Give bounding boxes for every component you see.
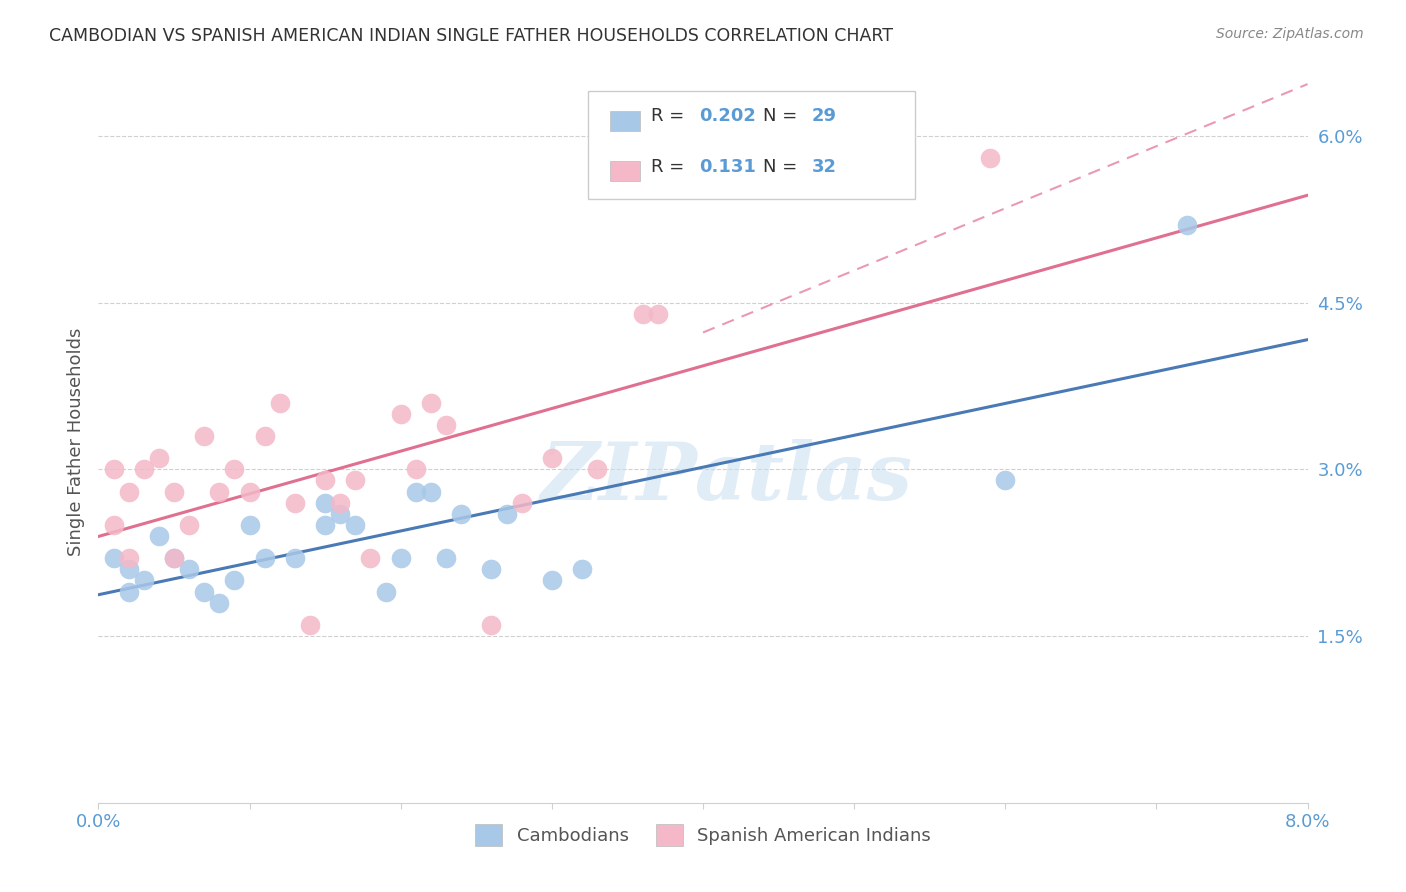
Point: [540, 451, 562, 466]
Point: [148, 451, 170, 466]
Point: [360, 551, 382, 566]
Point: [434, 417, 457, 432]
Y-axis label: Single Father Households: Single Father Households: [66, 327, 84, 556]
Point: [239, 484, 262, 499]
Point: [239, 517, 262, 532]
Point: [118, 562, 141, 576]
Point: [481, 618, 503, 632]
Point: [420, 395, 443, 409]
Point: [179, 562, 201, 576]
Point: [510, 496, 533, 510]
Point: [1175, 218, 1198, 232]
Point: [314, 474, 336, 488]
Text: Source: ZipAtlas.com: Source: ZipAtlas.com: [1216, 27, 1364, 41]
Text: 32: 32: [811, 158, 837, 176]
Point: [571, 562, 593, 576]
Point: [163, 484, 186, 499]
Point: [329, 496, 352, 510]
Text: R =: R =: [651, 158, 690, 176]
Point: [495, 507, 517, 521]
Point: [132, 574, 155, 588]
Point: [118, 584, 141, 599]
Point: [284, 496, 307, 510]
Point: [647, 307, 669, 321]
Text: N =: N =: [763, 107, 803, 126]
Point: [329, 507, 352, 521]
Legend: Cambodians, Spanish American Indians: Cambodians, Spanish American Indians: [465, 815, 941, 855]
Point: [344, 474, 367, 488]
Point: [450, 507, 472, 521]
Point: [118, 551, 141, 566]
Point: [314, 517, 336, 532]
Point: [299, 618, 322, 632]
Point: [344, 517, 367, 532]
FancyBboxPatch shape: [610, 111, 640, 131]
Point: [434, 551, 457, 566]
Point: [163, 551, 186, 566]
Point: [389, 551, 412, 566]
Point: [132, 462, 155, 476]
Point: [405, 462, 427, 476]
Point: [103, 551, 125, 566]
Point: [163, 551, 186, 566]
Text: R =: R =: [651, 107, 690, 126]
Point: [979, 151, 1001, 165]
Point: [269, 395, 291, 409]
Point: [586, 462, 609, 476]
Point: [540, 574, 562, 588]
Point: [314, 496, 336, 510]
Text: 0.131: 0.131: [699, 158, 756, 176]
Text: ZIPatlas: ZIPatlas: [541, 439, 914, 516]
Point: [118, 484, 141, 499]
Point: [103, 517, 125, 532]
Text: N =: N =: [763, 158, 803, 176]
Point: [420, 484, 443, 499]
Point: [103, 462, 125, 476]
Text: 29: 29: [811, 107, 837, 126]
Point: [405, 484, 427, 499]
Point: [374, 584, 396, 599]
Point: [631, 307, 654, 321]
Point: [179, 517, 201, 532]
Point: [481, 562, 503, 576]
FancyBboxPatch shape: [588, 91, 915, 200]
Text: 0.202: 0.202: [699, 107, 756, 126]
Point: [224, 574, 246, 588]
Point: [208, 484, 231, 499]
Point: [284, 551, 307, 566]
Point: [224, 462, 246, 476]
Point: [208, 596, 231, 610]
Point: [193, 429, 215, 443]
Point: [193, 584, 215, 599]
Point: [994, 474, 1017, 488]
Point: [253, 551, 276, 566]
Point: [389, 407, 412, 421]
Point: [253, 429, 276, 443]
Point: [148, 529, 170, 543]
FancyBboxPatch shape: [610, 161, 640, 181]
Text: CAMBODIAN VS SPANISH AMERICAN INDIAN SINGLE FATHER HOUSEHOLDS CORRELATION CHART: CAMBODIAN VS SPANISH AMERICAN INDIAN SIN…: [49, 27, 893, 45]
